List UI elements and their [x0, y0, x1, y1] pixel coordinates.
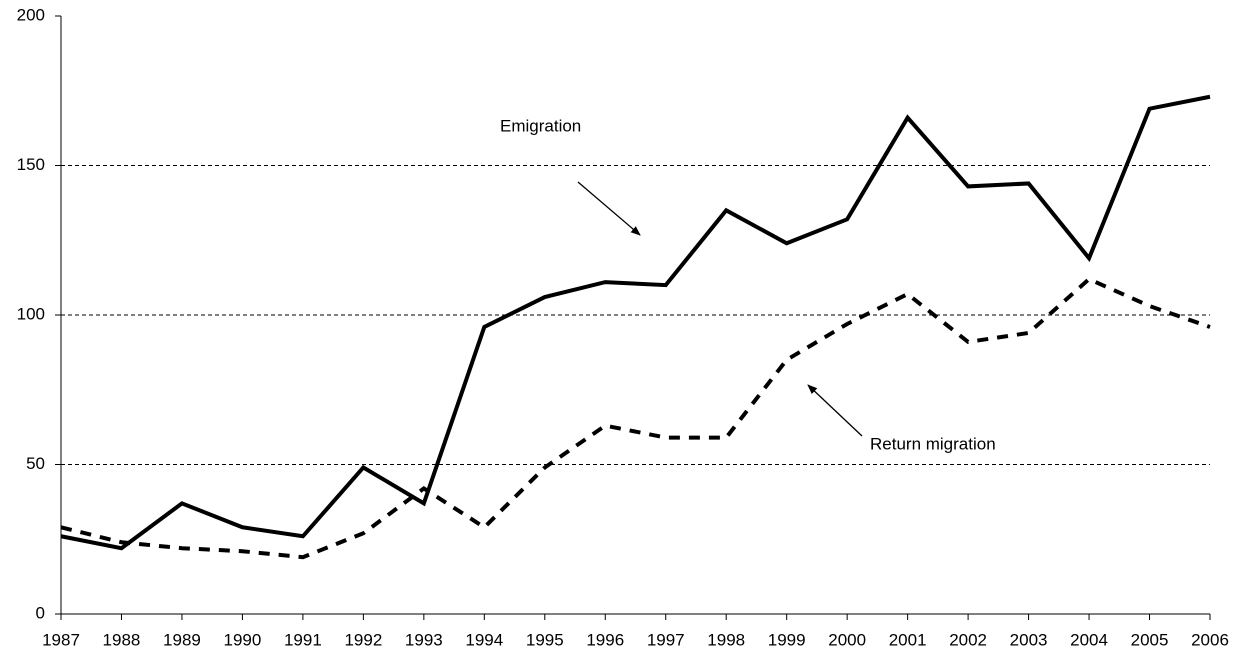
x-tick-label: 2006 [1191, 630, 1229, 649]
series-annotation: Emigration [500, 116, 581, 135]
x-tick-label: 1988 [103, 630, 141, 649]
y-tick-label: 0 [36, 603, 45, 622]
series-annotation: Return migration [870, 434, 996, 453]
series-line [60, 276, 1211, 560]
x-tick-label: 1993 [405, 630, 443, 649]
x-tick-label: 2005 [1131, 630, 1169, 649]
series-line [60, 94, 1211, 551]
x-tick-label: 1995 [526, 630, 564, 649]
y-tick-label: 50 [26, 454, 45, 473]
x-tick-label: 2002 [949, 630, 987, 649]
annotation-arrow [807, 384, 863, 437]
x-tick-label: 1996 [586, 630, 624, 649]
x-tick-label: 2000 [828, 630, 866, 649]
x-tick-label: 1994 [465, 630, 503, 649]
x-tick-label: 1989 [163, 630, 201, 649]
x-tick-label: 1998 [707, 630, 745, 649]
x-tick-label: 1992 [344, 630, 382, 649]
x-tick-label: 1999 [768, 630, 806, 649]
x-tick-label: 1997 [647, 630, 685, 649]
x-tick-label: 1991 [284, 630, 322, 649]
x-tick-label: 2004 [1070, 630, 1108, 649]
plot: 0 50 100 150 200 1987 1988 1989 1990 1991 1992 1993… [17, 5, 1229, 649]
annotation-arrow [577, 181, 641, 236]
y-tick-label: 100 [17, 304, 45, 323]
x-tick-label: 2001 [889, 630, 927, 649]
y-tick-label: 150 [17, 155, 45, 174]
x-tick-label: 1987 [42, 630, 80, 649]
x-tick-label: 1990 [224, 630, 262, 649]
y-tick-label: 200 [17, 5, 45, 24]
x-tick-label: 2003 [1010, 630, 1048, 649]
